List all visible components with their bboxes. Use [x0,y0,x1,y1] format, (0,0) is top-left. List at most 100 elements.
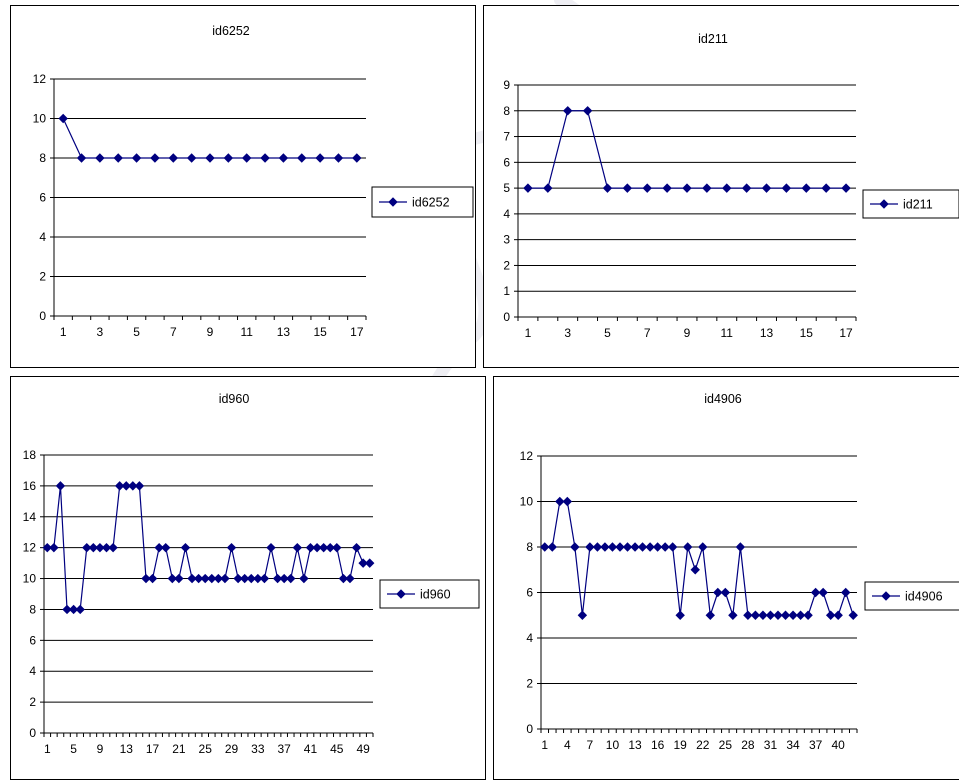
data-point [174,573,184,584]
x-tick-label: 41 [304,742,318,756]
x-tick-label: 21 [172,742,186,756]
data-point [607,542,618,552]
x-tick-label: 33 [251,742,265,756]
data-point [821,183,831,193]
legend-marker [396,589,406,599]
legend-label-id960: id960 [420,588,451,602]
data-point [266,542,276,553]
y-tick-label: 6 [526,586,533,600]
data-point [810,587,821,598]
y-tick-label: 1 [503,284,510,298]
data-point [128,481,138,491]
data-point [637,542,648,552]
y-tick-label: 6 [503,155,510,169]
x-tick-label: 7 [170,325,177,339]
data-point [358,558,368,568]
data-point [312,542,322,553]
data-point [660,542,670,552]
x-tick-label: 1 [525,326,532,340]
y-tick-label: 2 [29,695,36,709]
data-point [223,153,234,163]
y-tick-label: 10 [520,495,534,509]
x-tick-label: 25 [719,738,733,752]
x-tick-label: 17 [146,742,160,756]
data-point [49,542,59,553]
data-point [113,153,123,163]
x-tick-label: 37 [277,742,291,756]
data-point [702,183,712,193]
data-point [75,604,85,615]
data-point [705,610,715,620]
x-tick-label: 9 [97,742,104,756]
data-point [134,481,145,491]
data-point [82,542,92,553]
legend-marker [881,591,891,601]
data-point [233,573,243,584]
data-point [226,542,237,553]
data-point [292,542,303,553]
data-point [150,153,160,163]
chart-panel-id960: id960 0 2 4 6 8 10 12 14 16 18 1 5 9 13 17 21 25 29 33 37 41 4… [10,376,486,780]
y-tick-label: 8 [503,104,510,118]
y-tick-label: 12 [520,449,534,463]
data-point [750,610,761,620]
y-tick-label: 12 [23,541,37,555]
x-tick-label: 13 [628,738,642,752]
data-point [180,542,191,553]
y-tick-label: 8 [29,602,36,616]
data-point [186,153,197,163]
data-point [540,542,550,552]
x-tick-label: 45 [330,742,344,756]
y-tick-label: 4 [526,631,533,645]
data-point [570,542,580,552]
y-tick-label: 10 [33,112,47,126]
x-tick-label: 4 [564,738,571,752]
x-tick-label: 3 [564,326,571,340]
data-point [278,153,289,163]
chart-id6252-title: id6252 [212,24,250,38]
data-point [108,542,118,553]
data-point [333,153,344,163]
data-point [299,573,309,584]
data-point [95,153,105,163]
data-point [272,573,283,584]
y-tick-label: 2 [39,270,46,284]
data-point [365,558,375,568]
legend-marker [388,197,398,207]
data-point [788,610,798,620]
data-point [577,610,588,620]
x-tick-label: 5 [133,325,140,339]
x-tick-label: 1 [44,742,51,756]
data-point [161,542,171,553]
data-point [279,573,289,584]
data-point [259,573,270,584]
y-tick-label: 6 [29,633,36,647]
data-point [713,587,723,598]
data-point [42,542,52,553]
data-point [728,610,738,620]
x-tick-label: 17 [350,325,364,339]
data-point [68,604,79,615]
x-tick-label: 13 [760,326,774,340]
x-tick-label: 11 [721,326,734,340]
data-point [332,542,342,553]
data-point [147,573,158,584]
x-tick-label: 25 [199,742,213,756]
x-tick-label: 7 [587,738,594,752]
data-point [818,587,828,598]
data-point [743,610,753,620]
data-point [652,542,663,552]
y-tick-label: 6 [39,191,46,205]
data-point [167,573,178,584]
data-point [600,542,610,552]
data-point [62,604,72,615]
data-point [642,183,652,193]
data-point [315,153,325,163]
data-point [555,496,565,507]
data-point [121,481,131,491]
x-tick-label: 16 [651,738,665,752]
x-tick-label: 29 [225,742,239,756]
data-point [765,610,776,620]
data-point [622,183,633,193]
